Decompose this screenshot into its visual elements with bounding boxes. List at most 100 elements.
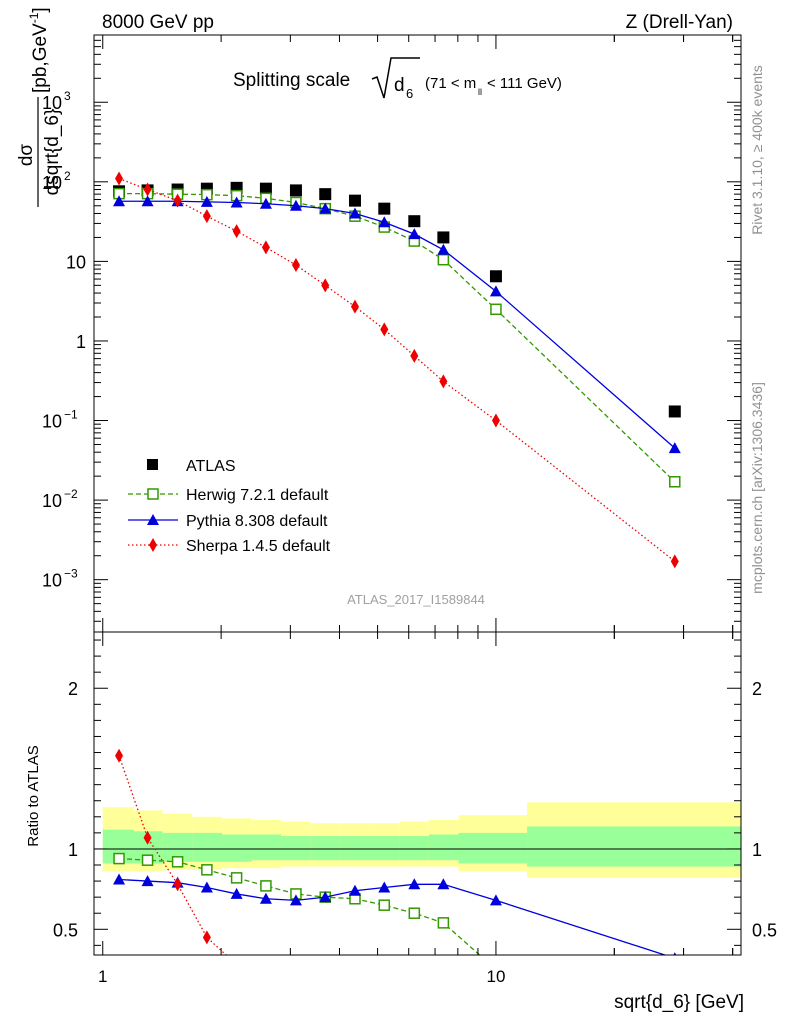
data-point-pythia <box>437 243 450 255</box>
data-point-sherpa <box>115 171 124 186</box>
ratio-point-sherpa <box>202 930 211 945</box>
x-tick-label: 10 <box>486 967 505 986</box>
analysis-id: ATLAS_2017_I1589844 <box>347 592 485 607</box>
y-tick-label: 1 <box>76 332 86 352</box>
data-point-pythia <box>259 197 272 209</box>
ratio-y-tick-label-right: 0.5 <box>752 920 777 940</box>
ylabel-units: [pb,GeV-1] <box>27 7 51 93</box>
ratio-point-herwig <box>378 899 391 911</box>
y-tick-label: 10 <box>42 491 62 511</box>
data-point-sherpa <box>261 240 270 255</box>
data-point-sherpa <box>670 554 679 569</box>
legend-label-atlas: ATLAS <box>186 458 236 475</box>
title-observable: d <box>394 75 405 96</box>
series-line-sherpa <box>118 177 676 562</box>
data-point-atlas <box>668 405 681 418</box>
data-point-atlas <box>378 202 391 215</box>
data-point-atlas <box>408 215 421 228</box>
y-tick-label: 10 <box>42 93 62 113</box>
ratio-y-tick-label: 1 <box>68 840 78 860</box>
ratio-band-green <box>369 836 400 861</box>
data-point-sherpa <box>491 413 500 428</box>
ratio-band-green <box>428 834 459 861</box>
data-point-sherpa <box>439 374 448 389</box>
ratio-point-pythia <box>230 887 243 899</box>
x-tick-label: 1 <box>98 967 107 986</box>
data-point-pythia <box>230 196 243 208</box>
ratio-point-sherpa <box>233 958 241 972</box>
ratio-point-sherpa <box>173 877 182 892</box>
mcplots-label: mcplots.cern.ch [arXiv:1306.3436] <box>749 382 765 594</box>
data-point-sherpa <box>291 258 300 273</box>
ratio-point-pythia <box>673 952 677 955</box>
data-point-pythia <box>668 442 681 454</box>
ratio-band-green <box>310 836 341 861</box>
title-observable-sub: 6 <box>406 86 413 101</box>
ratio-point-herwig <box>201 864 213 876</box>
ratio-y-tick-label-right: 1 <box>752 840 762 860</box>
energy-label: 8000 GeV pp <box>102 12 214 33</box>
data-point-pythia <box>319 202 332 214</box>
y-tick-label: 10 <box>42 412 62 432</box>
data-point-atlas <box>348 194 361 207</box>
ratio-point-sherpa <box>492 1000 500 1014</box>
data-point-sherpa <box>350 299 359 314</box>
data-point-pythia <box>489 285 502 297</box>
data-point-pythia <box>141 195 154 207</box>
ratio-band-green <box>527 826 741 867</box>
ratio-y-label: Ratio to ATLAS <box>25 745 42 846</box>
ratio-point-sherpa <box>410 999 418 1013</box>
rivet-label: Rivet 3.1.10, ≥ 400k events <box>749 65 765 235</box>
ratio-point-sherpa <box>262 974 270 988</box>
x-axis-label: sqrt{d_6} [GeV] <box>614 992 744 1013</box>
ratio-band-green <box>340 836 370 861</box>
ratio-point-pythia <box>200 881 213 893</box>
ratio-y-tick-label: 0.5 <box>53 920 78 940</box>
ratio-band-green <box>251 834 281 861</box>
ratio-y-tick-label: 2 <box>68 679 78 699</box>
sqrt-symbol <box>371 57 420 99</box>
series-line-pythia <box>119 200 676 449</box>
ylabel-denominator: dsqrt{d_6} <box>42 109 63 196</box>
data-point-sherpa <box>232 224 241 239</box>
data-point-atlas <box>489 270 502 283</box>
data-point-sherpa <box>380 322 389 337</box>
ratio-point-pythia <box>408 878 421 890</box>
legend-label-pythia: Pythia 8.308 default <box>186 513 328 530</box>
ratio-line-pythia <box>118 878 667 955</box>
ratio-y-tick-label-right: 2 <box>752 679 762 699</box>
ratio-point-pythia <box>489 894 502 906</box>
y-tick-exponent: −2 <box>64 487 78 501</box>
ratio-point-herwig <box>141 854 154 866</box>
legend-label-herwig: Herwig 7.2.1 default <box>186 487 329 504</box>
ratio-band-green <box>192 832 222 862</box>
ratio-point-pythia <box>348 884 361 896</box>
data-point-sherpa <box>202 209 211 224</box>
ratio-panel: 1 10 0.5 0.5 1 1 2 2 <box>53 631 777 1014</box>
data-point-pythia <box>113 195 126 207</box>
ratio-point-pythia <box>141 875 154 887</box>
title-cut-open: (71 < m <box>425 75 476 92</box>
y-tick-label: 10 <box>42 571 62 591</box>
ratio-point-herwig <box>171 856 184 868</box>
y-axis-label-top: dσ dsqrt{d_6} [pb,GeV-1] <box>16 7 63 207</box>
legend: ATLAS Herwig 7.2.1 default Pythia 8.308 … <box>128 458 331 555</box>
data-point-pythia <box>378 216 391 228</box>
series-line-herwig <box>119 193 676 483</box>
legend-label-sherpa: Sherpa 1.4.5 default <box>186 538 331 555</box>
ratio-point-pythia <box>437 878 450 890</box>
ratio-point-pythia <box>259 892 272 904</box>
data-point-sherpa <box>410 348 419 363</box>
ratio-point-herwig <box>113 852 125 865</box>
process-label: Z (Drell-Yan) <box>626 12 733 33</box>
legend-marker-herwig <box>147 488 159 500</box>
title-cut-sub: ll <box>478 87 482 97</box>
data-point-herwig <box>490 303 502 316</box>
data-point-sherpa <box>173 193 182 208</box>
ratio-band-green <box>458 832 528 864</box>
ratio-point-herwig <box>437 917 450 929</box>
y-tick-label: 10 <box>42 173 62 193</box>
ratio-line-herwig <box>118 857 481 955</box>
data-point-herwig <box>669 476 681 488</box>
data-point-pythia <box>348 207 361 219</box>
